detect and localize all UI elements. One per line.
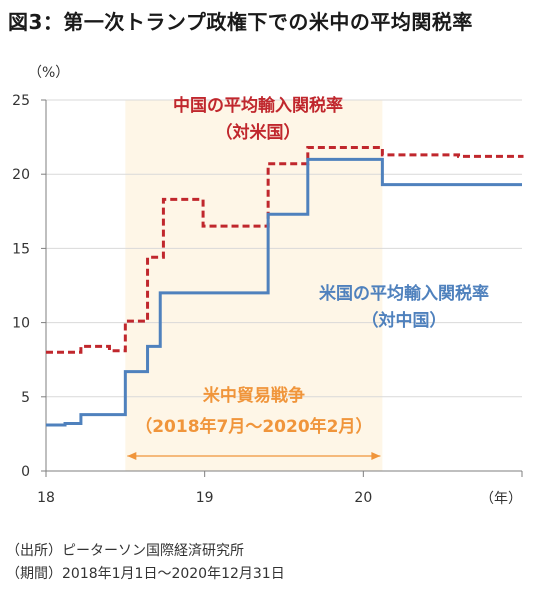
x-tick-label: 20 <box>354 490 372 506</box>
x-tick-label: 18 <box>37 490 55 506</box>
y-tick-label: 10 <box>12 316 30 332</box>
y-axis-label: （%） <box>28 65 69 81</box>
trade-war-label: 米中貿易戦争 <box>203 385 305 406</box>
chart-title: 図3：第一次トランプ政権下での米中の平均関税率 <box>8 10 473 34</box>
china-series-label: 中国の平均輸入関税率 <box>173 95 343 116</box>
y-tick-label: 20 <box>12 167 30 183</box>
x-axis-label: （年） <box>480 491 522 507</box>
series-lines <box>46 145 524 427</box>
y-tick-label: 5 <box>21 390 30 406</box>
y-tick-label: 15 <box>12 241 30 257</box>
us-series-label-sub: （対中国） <box>362 310 447 331</box>
us-series-label: 米国の平均輸入関税率 <box>319 283 489 304</box>
x-tick-label: 19 <box>196 490 214 506</box>
us-tariff-line <box>46 157 522 427</box>
china-tariff-line <box>46 145 524 354</box>
y-tick-label: 25 <box>12 93 30 109</box>
period-arrow-left-head <box>127 452 137 460</box>
trade-war-period-label: （2018年7月～2020年2月） <box>135 416 372 437</box>
period-note: （期間）2018年1月1日～2020年12月31日 <box>6 566 285 582</box>
axes: 0 5 10 15 20 25 18 19 20 （%） （年） <box>12 65 523 507</box>
period-arrow-right-head <box>371 452 381 460</box>
shaded-region <box>125 100 383 471</box>
annotations: 中国の平均輸入関税率 （対米国） 米国の平均輸入関税率 （対中国） 米中貿易戦争 （201… <box>127 95 489 460</box>
source-note: （出所）ピーターソン国際経済研究所 <box>6 543 244 559</box>
china-series-label-sub: （対米国） <box>216 122 301 143</box>
y-tick-label: 0 <box>21 464 30 480</box>
